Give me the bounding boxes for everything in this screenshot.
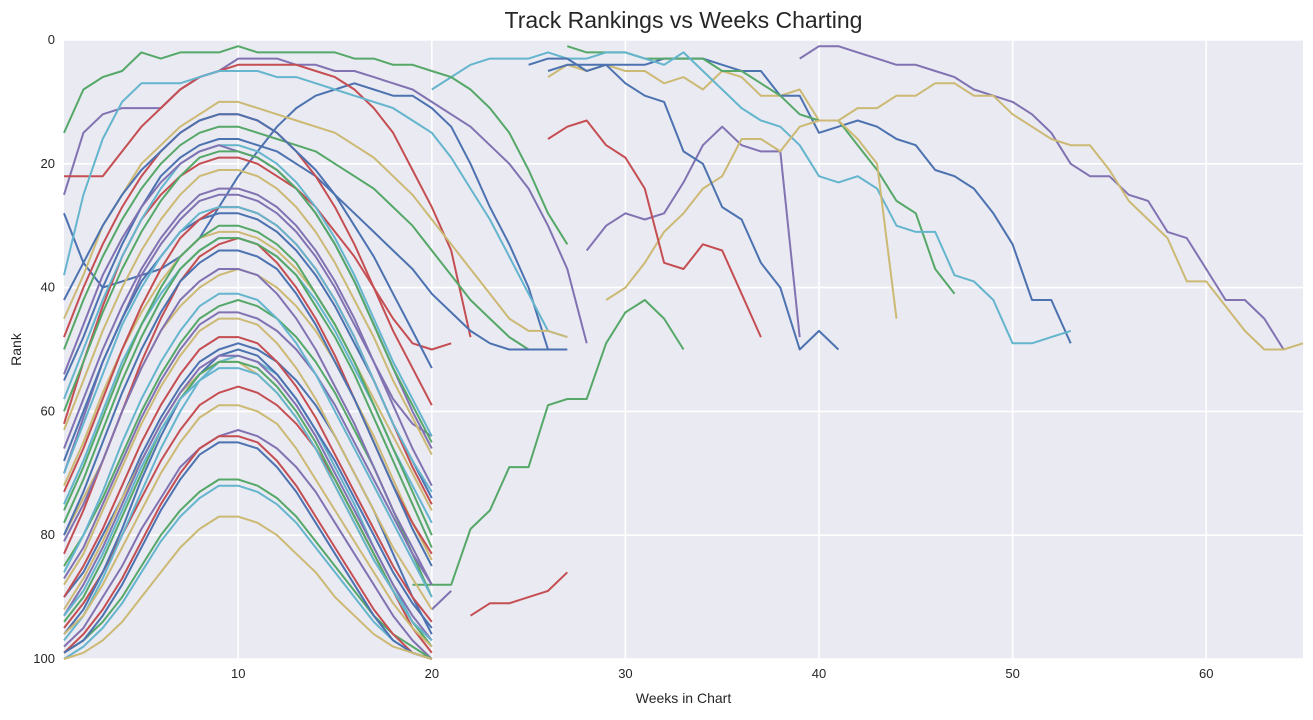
series-line-4 bbox=[431, 51, 1072, 345]
series-line-56 bbox=[63, 336, 433, 623]
series-line-2 bbox=[547, 57, 1072, 344]
series-line-6 bbox=[605, 119, 898, 319]
y-tick-label-0: 0 bbox=[48, 32, 55, 47]
series-line-49 bbox=[63, 441, 433, 660]
series-line-18 bbox=[63, 125, 548, 351]
series-lines bbox=[63, 45, 1304, 660]
series-line-11 bbox=[431, 590, 452, 611]
y-tick-label-1: 20 bbox=[41, 156, 55, 171]
x-tick-label-5: 60 bbox=[1199, 666, 1213, 681]
series-line-58 bbox=[63, 367, 433, 642]
y-tick-label-3: 60 bbox=[41, 403, 55, 418]
series-line-55 bbox=[63, 113, 433, 369]
series-line-48 bbox=[63, 150, 433, 443]
x-tick-label-2: 30 bbox=[618, 666, 632, 681]
series-line-17 bbox=[63, 100, 568, 339]
y-tick-label-4: 80 bbox=[41, 527, 55, 542]
series-line-36 bbox=[63, 237, 433, 549]
series-line-59 bbox=[63, 515, 433, 660]
series-line-42 bbox=[63, 360, 433, 648]
series-line-27 bbox=[63, 429, 433, 660]
series-line-10 bbox=[547, 119, 762, 338]
series-line-1 bbox=[547, 63, 1304, 351]
y-axis-label: Rank bbox=[8, 332, 24, 366]
series-line-46 bbox=[63, 292, 433, 598]
series-line-7 bbox=[528, 57, 840, 351]
series-line-43 bbox=[63, 249, 433, 567]
chart-title: Track Rankings vs Weeks Charting bbox=[505, 7, 863, 33]
tick-labels: 10 20 30 40 50 60 0 20 40 60 80 100 bbox=[33, 32, 1213, 681]
series-line-5 bbox=[585, 125, 801, 338]
series-line-8 bbox=[412, 299, 685, 586]
series-line-39 bbox=[63, 311, 433, 586]
series-line-51 bbox=[63, 354, 433, 642]
series-line-34 bbox=[63, 144, 433, 437]
series-line-41 bbox=[63, 169, 433, 456]
series-line-44 bbox=[63, 435, 433, 660]
y-tick-label-5: 100 bbox=[33, 651, 55, 666]
x-tick-label-1: 20 bbox=[425, 666, 439, 681]
series-line-33 bbox=[63, 187, 433, 487]
series-line-15 bbox=[64, 63, 472, 338]
series-line-31 bbox=[63, 348, 433, 635]
series-line-9 bbox=[469, 571, 568, 617]
y-tick-label-2: 40 bbox=[41, 280, 55, 295]
series-line-13 bbox=[63, 57, 588, 344]
series-line-47 bbox=[63, 404, 433, 648]
series-line-52 bbox=[63, 206, 433, 493]
series-line-40 bbox=[63, 484, 433, 660]
series-line-57 bbox=[63, 268, 433, 586]
x-axis-label: Weeks in Chart bbox=[636, 690, 732, 706]
series-line-0 bbox=[799, 45, 1285, 351]
series-line-16 bbox=[63, 70, 568, 339]
series-line-53 bbox=[63, 317, 433, 611]
series-line-54 bbox=[63, 224, 433, 536]
x-tick-label-3: 40 bbox=[812, 666, 826, 681]
series-line-12 bbox=[63, 45, 569, 245]
x-tick-label-0: 10 bbox=[231, 666, 245, 681]
x-tick-label-4: 50 bbox=[1005, 666, 1019, 681]
